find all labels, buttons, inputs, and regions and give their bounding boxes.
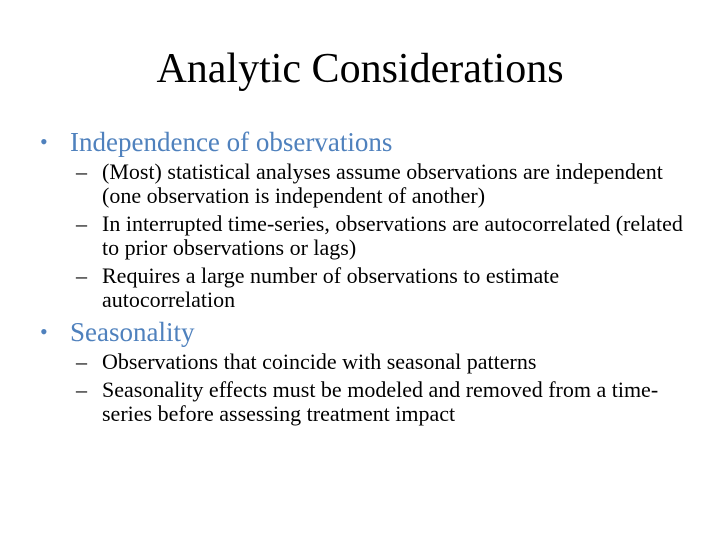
sub-bullet-item: – Requires a large number of observation… (40, 264, 690, 312)
sub-bullet-text: (Most) statistical analyses assume obser… (102, 159, 663, 208)
slide-content: • Independence of observations – (Most) … (40, 126, 690, 430)
bullet-heading: • Independence of observations (40, 126, 690, 158)
sub-bullet-list: – Observations that coincide with season… (40, 350, 690, 426)
dash-icon: – (76, 159, 87, 184)
sub-bullet-item: – Observations that coincide with season… (40, 350, 690, 374)
sub-bullet-list: – (Most) statistical analyses assume obs… (40, 160, 690, 312)
dash-icon: – (76, 377, 87, 402)
section-independence: • Independence of observations – (Most) … (40, 126, 690, 312)
bullet-dot-icon: • (40, 319, 48, 344)
dash-icon: – (76, 263, 87, 288)
sub-bullet-item: – (Most) statistical analyses assume obs… (40, 160, 690, 208)
sub-bullet-item: – In interrupted time-series, observatio… (40, 212, 690, 260)
section-seasonality: • Seasonality – Observations that coinci… (40, 316, 690, 426)
sub-bullet-text: Seasonality effects must be modeled and … (102, 377, 659, 426)
sub-bullet-item: – Seasonality effects must be modeled an… (40, 378, 690, 426)
dash-icon: – (76, 349, 87, 374)
section-heading-text: Independence of observations (70, 127, 393, 157)
dash-icon: – (76, 211, 87, 236)
sub-bullet-text: Observations that coincide with seasonal… (102, 349, 537, 374)
slide-title: Analytic Considerations (156, 46, 564, 92)
sub-bullet-text: Requires a large number of observations … (102, 263, 560, 312)
bullet-heading: • Seasonality (40, 316, 690, 348)
section-heading-text: Seasonality (70, 317, 195, 347)
bullet-dot-icon: • (40, 129, 48, 154)
sub-bullet-text: In interrupted time-series, observations… (102, 211, 683, 260)
